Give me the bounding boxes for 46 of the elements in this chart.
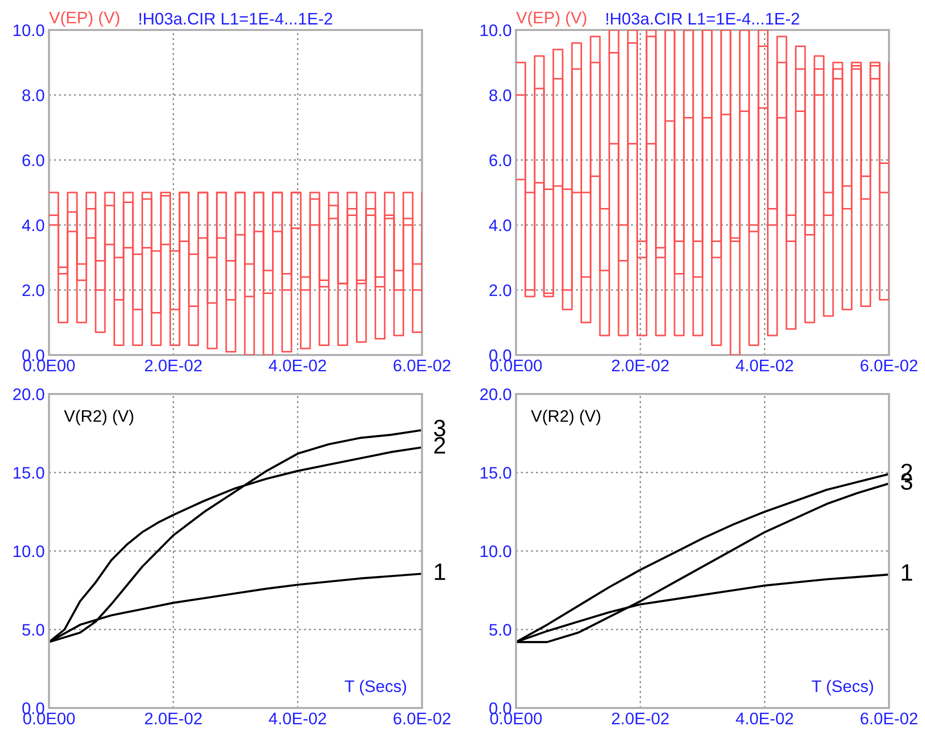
x-tick-label: 6.0E-02 [394,360,450,372]
y-tick-label: 6.0 [22,154,44,166]
series-label: 3 [434,420,446,436]
y-tick-label: 8.0 [22,89,44,102]
x-tick-label: 4.0E-02 [736,360,794,372]
x-tick-label: 6.0E-02 [860,360,918,372]
y-axis-title: V(EP) (V) [516,11,586,27]
y-axis-title: V(R2) (V) [64,410,134,426]
x-tick-label: 0.0E00 [23,712,75,724]
y-tick-label: 15.0 [480,466,512,479]
y-axis-title: V(R2) (V) [530,410,600,426]
series-label: 1 [434,564,446,580]
x-tick-label: 2.0E-02 [612,360,669,372]
x-tick-label: 2.0E-02 [144,712,202,724]
x-axis-title: T (Secs) [344,680,406,696]
x-tick-label: 0.0E00 [490,360,542,372]
y-tick-label: 4.0 [489,219,512,232]
x-tick-label: 2.0E-02 [612,712,669,724]
x-tick-label: 6.0E-02 [394,712,450,724]
y-tick-label: 10.0 [480,545,512,558]
x-axis-title: T (Secs) [812,680,874,696]
y-tick-label: 10.0 [14,545,44,558]
y-tick-label: 10.0 [480,24,512,36]
x-tick-label: 4.0E-02 [736,712,794,724]
x-tick-label: 4.0E-02 [268,360,326,372]
y-tick-label: 20.0 [13,388,44,400]
y-tick-label: 8.0 [489,89,512,102]
x-tick-label: 2.0E-02 [144,360,202,372]
y-tick-label: 2.0 [22,284,44,296]
y-tick-label: 5.0 [489,624,512,636]
x-tick-label: 4.0E-02 [268,712,326,724]
y-tick-label: 15.0 [14,466,44,479]
y-tick-label: 5.0 [22,624,44,636]
x-tick-label: 0.0E00 [23,360,75,372]
y-axis-title: V(EP) (V) [49,11,120,27]
chart-title: !H03a.CIR L1=1E-4...1E-2 [606,12,800,25]
x-tick-label: 6.0E-02 [860,712,918,724]
chart-title: !H03a.CIR L1=1E-4...1E-2 [140,12,332,25]
series-label: 2 [434,437,446,454]
y-tick-label: 6.0 [490,154,512,166]
y-tick-label: 4.0 [22,219,44,232]
series-label: 1 [902,564,912,581]
y-tick-label: 2.0 [490,284,512,296]
x-tick-label: 0.0E00 [490,712,542,724]
y-tick-label: 20.0 [480,388,512,400]
y-tick-label: 10.0 [14,24,44,36]
